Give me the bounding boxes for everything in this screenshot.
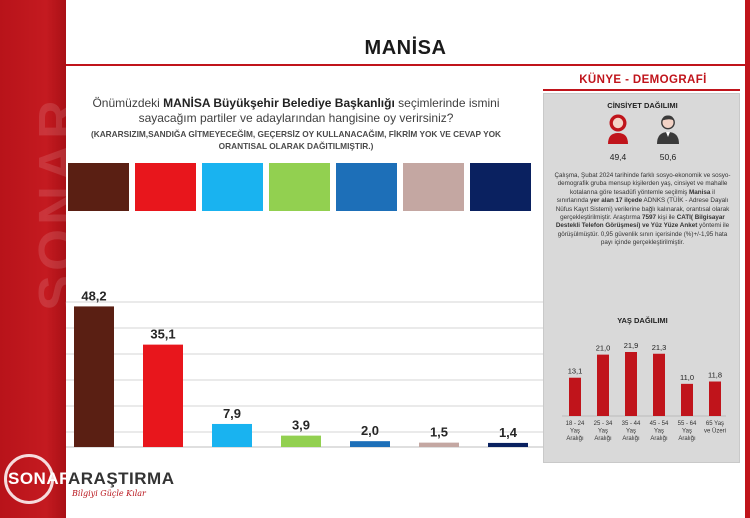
- age-data-label: 13,1: [568, 367, 583, 376]
- age-data-label: 11,0: [680, 373, 694, 382]
- question-note: (KARARSIZIM,SANDIĞA GİTMEYECEĞİM, GEÇERS…: [90, 129, 502, 151]
- age-bar: [653, 353, 665, 416]
- gender-title: CİNSİYET DAĞILIMI: [607, 101, 678, 110]
- logo-tagline: Bilgiyi Güçle Kılar: [72, 489, 146, 498]
- data-label: 1,5: [430, 425, 448, 440]
- methodology-text: Çalışma, Şubat 2024 tarihinde farklı sos…: [554, 172, 731, 248]
- question-pre: Önümüzdeki: [92, 96, 164, 110]
- methodology-segment: yöntemi ile görüşülmüştür. 0,95 güvenlik…: [557, 222, 730, 247]
- bar: [419, 442, 459, 447]
- main-bar-chart: 48,2 35,1 7,9 3,9 2,0 1,5 1,4: [66, 288, 544, 448]
- female-icon: [608, 114, 628, 144]
- left-brand-band: SONAR: [0, 0, 66, 518]
- methodology-bold: CATI( Bilgisayar Destekli Telefon Görüşm…: [555, 214, 725, 230]
- male-value: 50,6: [659, 152, 677, 162]
- color-swatch: [202, 163, 263, 211]
- age-bar: [709, 381, 721, 416]
- age-category-label: 45 - 54 Yaş Aralığı: [650, 421, 669, 442]
- page-title: MANİSA: [364, 37, 447, 59]
- age-data-label: 11,8: [708, 371, 722, 380]
- bar: [350, 441, 390, 447]
- methodology-segment: ADNKS (TÜİK - Adrese Dayalı Nüfus Kayıt …: [555, 197, 730, 222]
- band-wordmark: SONAR: [28, 95, 66, 311]
- color-swatch: [135, 163, 196, 211]
- demographics-panel: CİNSİYET DAĞILIMI 49,4 50,6 Çalışma, Şub…: [543, 93, 740, 463]
- age-category-label: 55 - 64 Yaş Aralığı: [678, 421, 697, 442]
- data-label: 1,4: [499, 425, 518, 440]
- age-data-label: 21,3: [652, 343, 667, 352]
- bar: [143, 344, 183, 447]
- question-bold: MANİSA Büyükşehir Belediye Başkanlığı: [163, 96, 395, 110]
- age-category-label: 18 - 24 Yaş Aralığı: [566, 421, 585, 442]
- bar: [281, 435, 321, 447]
- color-swatch: [336, 163, 397, 211]
- color-swatch: [269, 163, 330, 211]
- age-bar: [625, 352, 637, 416]
- age-bar-chart: 13,1 18 - 24 Yaş Aralığı 21,0 25 - 34 Yaş Aralı…: [562, 341, 726, 442]
- color-swatch: [403, 163, 464, 211]
- methodology-segment: Çalışma, Şubat 2024 tarihinde farklı sos…: [554, 172, 731, 196]
- age-category-label: 35 - 44 Yaş Aralığı: [622, 421, 641, 442]
- methodology-segment: il sınırlarında: [556, 188, 715, 205]
- age-data-label: 21,0: [596, 344, 611, 353]
- panel-title-underline: [543, 89, 740, 91]
- data-label: 48,2: [81, 288, 106, 303]
- methodology-bold: Manisa: [689, 188, 711, 196]
- data-label: 35,1: [150, 327, 175, 342]
- methodology-bold: 7597: [642, 214, 657, 222]
- color-swatch: [68, 163, 129, 211]
- bar: [488, 442, 528, 447]
- color-swatch: [470, 163, 531, 211]
- male-icon: [657, 115, 679, 144]
- logo-ring: [4, 454, 54, 504]
- data-label: 7,9: [223, 406, 241, 421]
- right-border: [745, 0, 750, 518]
- data-label: 3,9: [292, 418, 310, 433]
- age-data-label: 21,9: [624, 341, 639, 350]
- age-category-label: 25 - 34 Yaş Aralığı: [594, 421, 613, 442]
- methodology-segment: kişi ile: [656, 214, 677, 222]
- data-label: 2,0: [361, 423, 379, 438]
- age-bar: [681, 383, 693, 416]
- age-bar: [597, 354, 609, 416]
- bar: [74, 306, 114, 447]
- survey-question: Önümüzdeki MANİSA Büyükşehir Belediye Ba…: [90, 96, 502, 152]
- logo-name-part1: SONAR: [8, 469, 72, 488]
- logo-name-part2: ARAŞTIRMA: [68, 469, 175, 488]
- bar: [212, 423, 252, 447]
- sonar-logo: SONAR ARAŞTIRMA Bilgiyi Güçle Kılar: [2, 452, 175, 512]
- age-title: YAŞ DAĞILIMI: [617, 316, 668, 325]
- age-category-label: 65 Yaş ve Üzeri: [704, 421, 726, 435]
- header: MANİSA: [66, 0, 745, 66]
- age-bar: [569, 377, 581, 416]
- female-value: 49,4: [609, 152, 627, 162]
- question-post: seçimlerinde ismini sayacağım partiler v…: [138, 96, 500, 125]
- methodology-bold: yer alan 17 ilçede: [589, 197, 643, 205]
- panel-title: KÜNYE - DEMOGRAFİ: [579, 74, 707, 86]
